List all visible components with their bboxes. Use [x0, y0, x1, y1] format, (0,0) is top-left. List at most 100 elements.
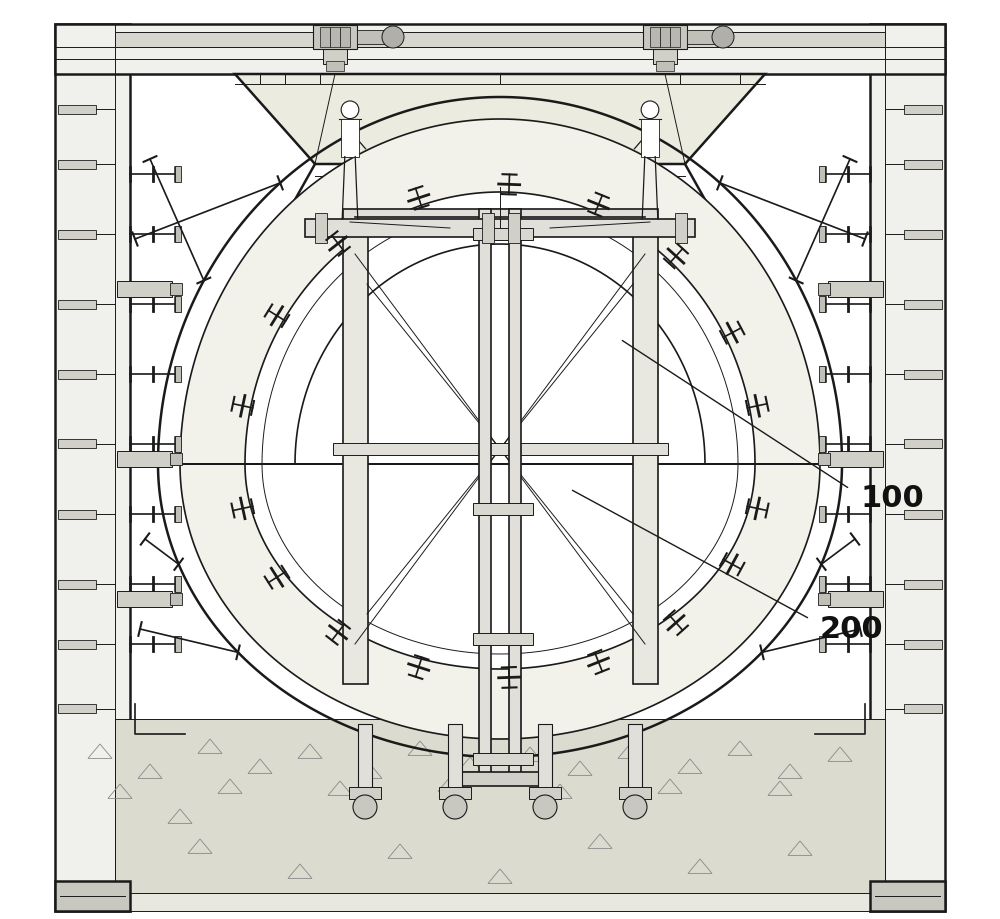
Bar [628, 724, 642, 789]
Bar [653, 24, 677, 64]
Bar [170, 453, 182, 465]
Bar [819, 166, 825, 182]
Bar [175, 166, 181, 182]
Bar [904, 509, 942, 518]
Polygon shape [180, 119, 820, 739]
Bar [509, 209, 521, 774]
Bar [58, 580, 96, 588]
Bar [687, 30, 717, 44]
Bar [117, 591, 172, 607]
Text: 100: 100 [860, 484, 924, 514]
Bar [340, 27, 350, 47]
Bar [479, 209, 491, 774]
Bar [641, 119, 659, 156]
Bar [828, 451, 883, 467]
Bar [326, 61, 344, 71]
Bar [115, 32, 885, 47]
Bar [904, 640, 942, 649]
Bar [904, 230, 942, 239]
Bar [904, 369, 942, 379]
Text: 200: 200 [820, 615, 884, 643]
Bar [448, 724, 462, 789]
Bar [330, 27, 340, 47]
Bar [828, 591, 883, 607]
Bar [58, 705, 96, 713]
Bar [357, 30, 387, 44]
Bar [332, 443, 668, 455]
Bar [175, 436, 181, 452]
Bar [819, 226, 825, 242]
Circle shape [623, 795, 647, 819]
Bar [904, 705, 942, 713]
Bar [175, 576, 181, 592]
Bar [818, 283, 830, 295]
Bar [656, 61, 674, 71]
Bar [870, 24, 945, 911]
Bar [482, 213, 494, 243]
Bar [473, 753, 533, 765]
Bar [904, 105, 942, 114]
Bar [323, 24, 347, 64]
Bar [313, 25, 357, 49]
Bar [650, 27, 660, 47]
Bar [473, 503, 533, 515]
Bar [828, 281, 883, 297]
Bar [819, 436, 825, 452]
Bar [619, 787, 651, 799]
Bar [55, 24, 945, 74]
Bar [819, 576, 825, 592]
Circle shape [533, 795, 557, 819]
Bar [819, 366, 825, 382]
Bar [818, 593, 830, 605]
Bar [439, 787, 471, 799]
Bar [349, 787, 381, 799]
Bar [117, 281, 172, 297]
Bar [904, 160, 942, 168]
Circle shape [341, 101, 359, 119]
Bar [633, 224, 658, 684]
Bar [58, 439, 96, 448]
Bar [58, 369, 96, 379]
Bar [643, 25, 687, 49]
Circle shape [641, 101, 659, 119]
Circle shape [353, 795, 377, 819]
Bar [58, 640, 96, 649]
Bar [315, 213, 327, 243]
Bar [170, 593, 182, 605]
Bar [342, 209, 658, 224]
Bar [473, 633, 533, 645]
Bar [175, 366, 181, 382]
Bar [175, 296, 181, 312]
Bar [115, 719, 885, 893]
Bar [58, 300, 96, 309]
Circle shape [382, 26, 404, 48]
Bar [675, 213, 687, 243]
Bar [117, 451, 172, 467]
Bar [529, 787, 561, 799]
Bar [904, 300, 942, 309]
Bar [58, 509, 96, 518]
Bar [55, 24, 130, 911]
Bar [819, 506, 825, 522]
Bar [473, 228, 533, 240]
Bar [115, 893, 885, 911]
Bar [320, 27, 330, 47]
Polygon shape [235, 74, 765, 164]
Circle shape [712, 26, 734, 48]
Bar [55, 881, 130, 911]
Bar [819, 636, 825, 652]
Bar [175, 506, 181, 522]
Bar [660, 27, 670, 47]
Bar [358, 724, 372, 789]
Bar [305, 219, 695, 237]
Bar [670, 27, 680, 47]
Bar [342, 224, 368, 684]
Bar [870, 881, 945, 911]
Bar [58, 105, 96, 114]
Bar [58, 160, 96, 168]
Bar [819, 296, 825, 312]
Circle shape [443, 795, 467, 819]
Bar [904, 439, 942, 448]
Bar [455, 772, 545, 786]
Bar [818, 453, 830, 465]
